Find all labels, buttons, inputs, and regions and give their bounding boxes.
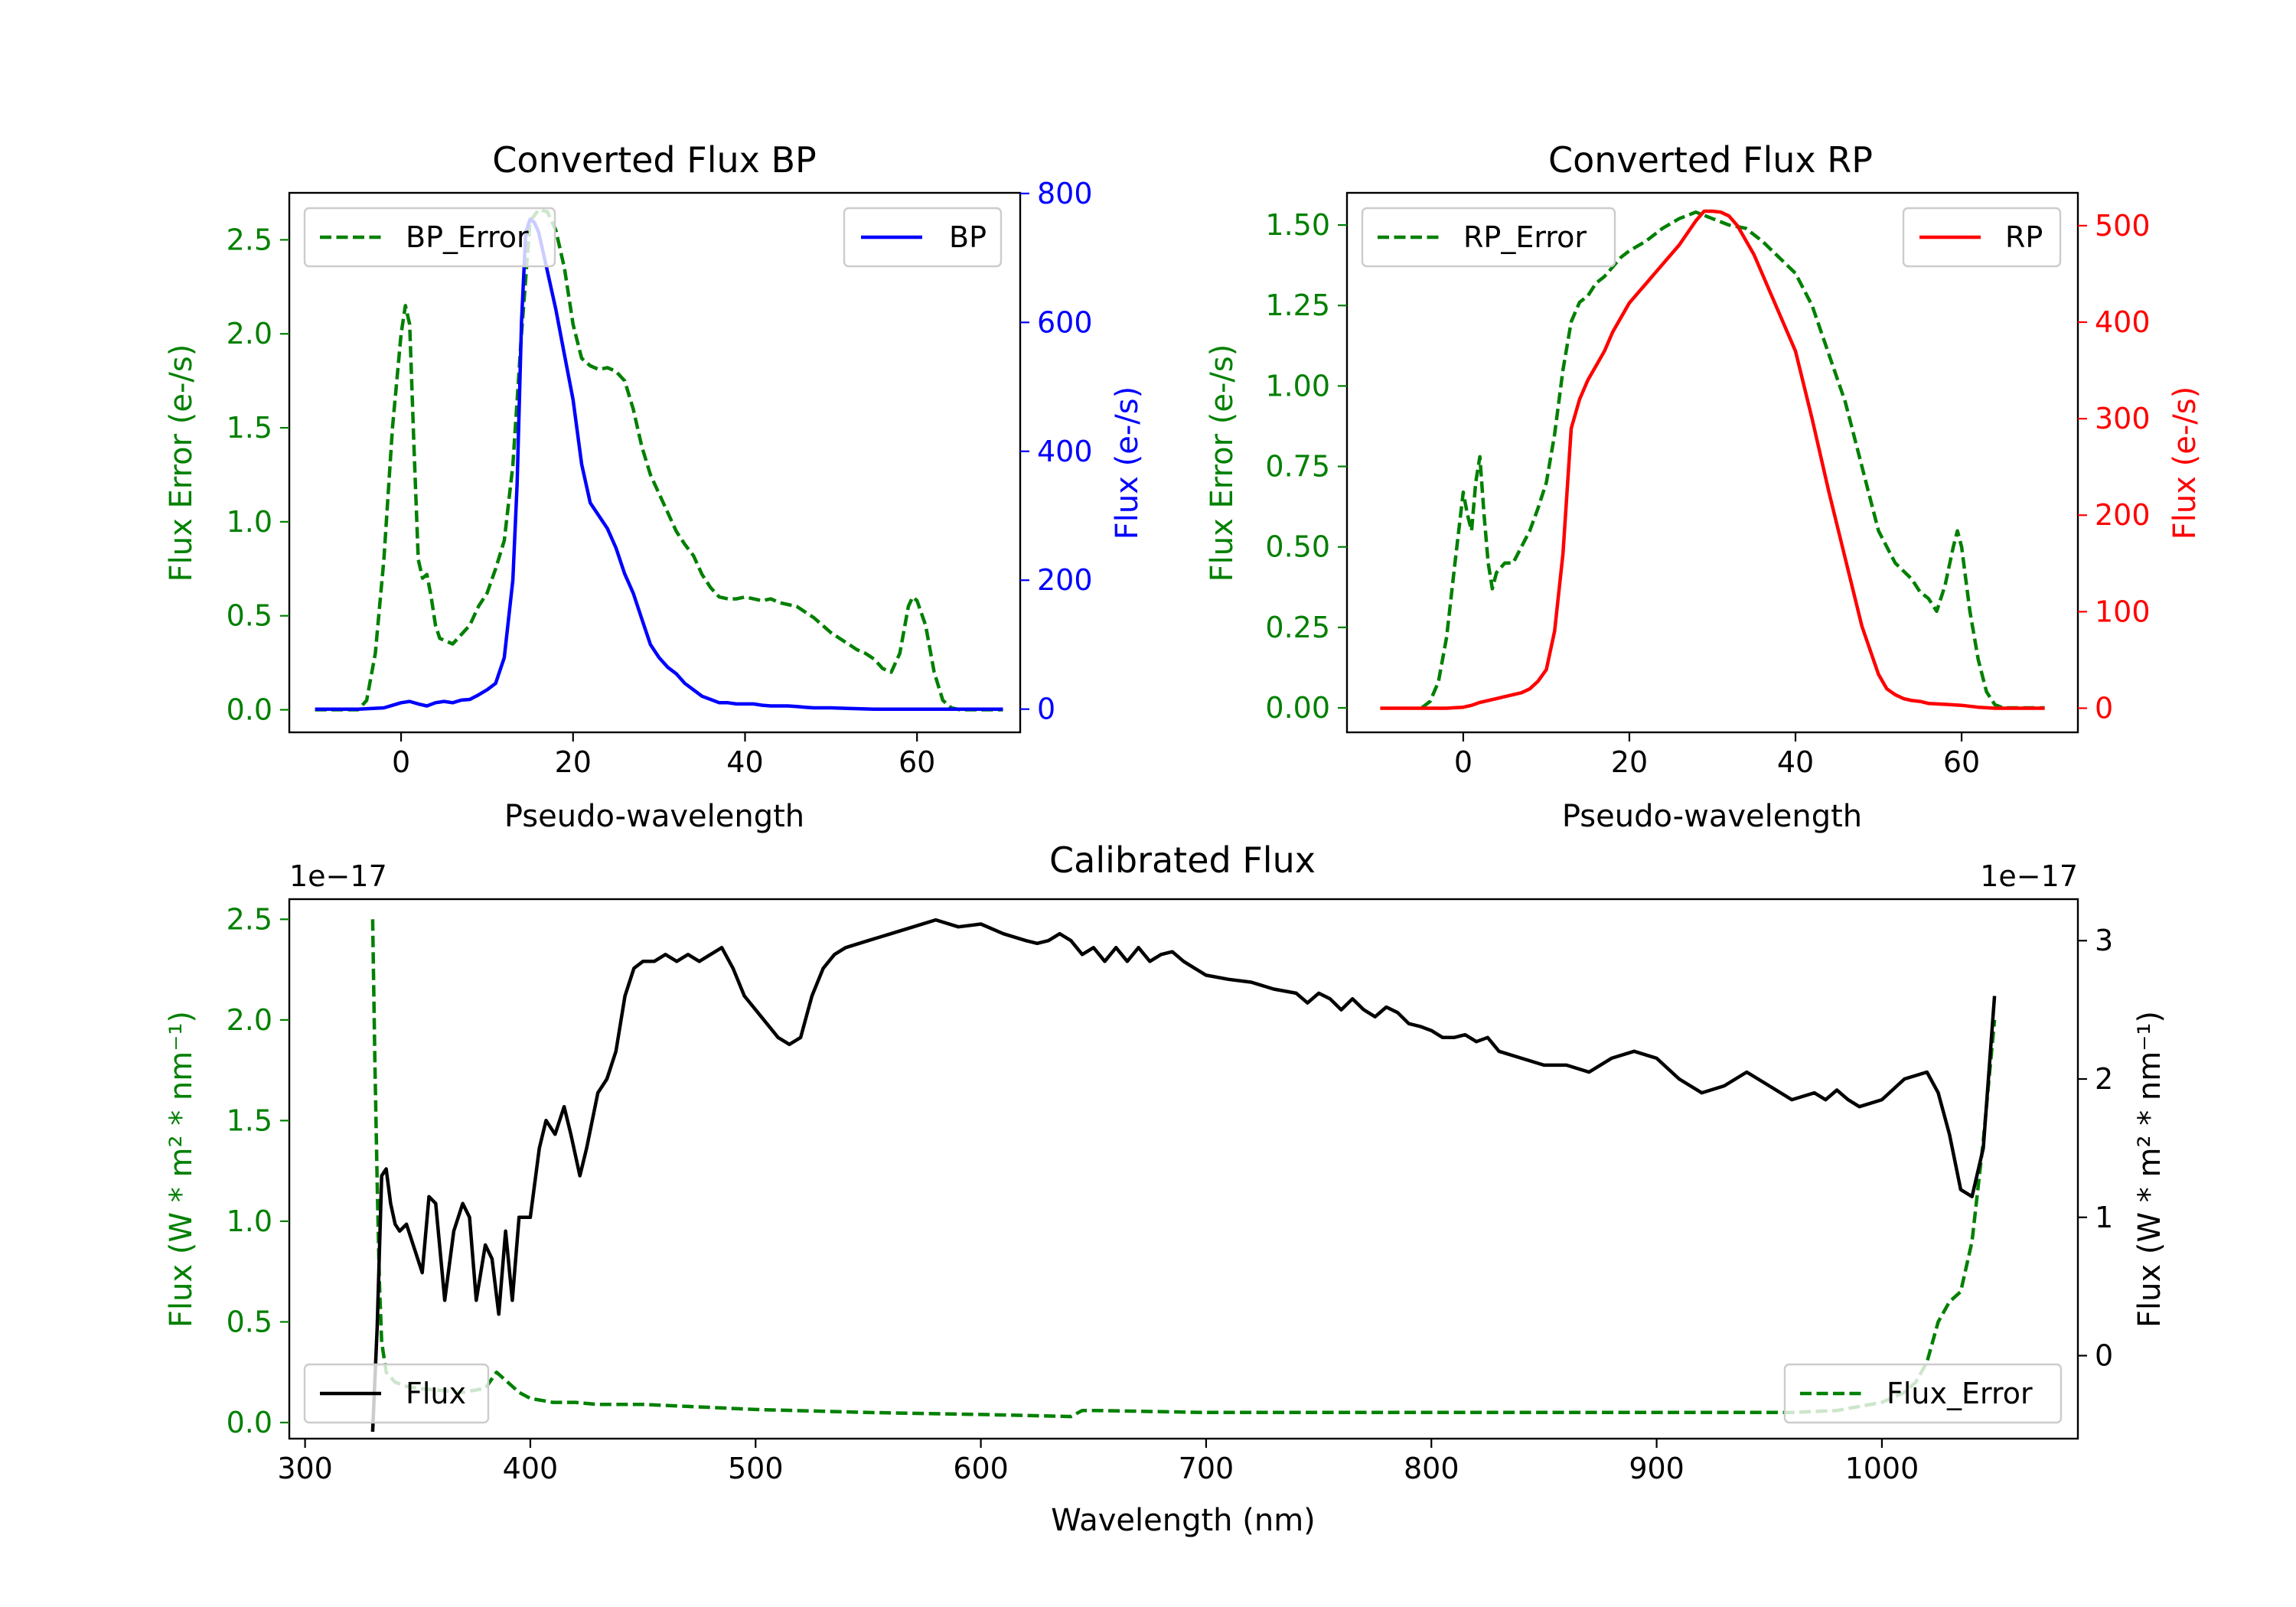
- cal-x-tick-label: 800: [1404, 1452, 1459, 1485]
- bp-right-y-label: Flux (e-/s): [1110, 386, 1145, 539]
- bp-left-tick-label: 1.0: [227, 505, 272, 539]
- cal-series-flux-line: [370, 918, 1997, 1433]
- rp-left-tick-label: 0.00: [1265, 691, 1330, 725]
- cal-legend-flux-label: Flux: [406, 1377, 466, 1410]
- bp-x-ticks: 0 20 40 60: [392, 732, 935, 779]
- bp-title: Converted Flux BP: [492, 139, 817, 181]
- cal-right-offset: 1e−17: [1980, 859, 2078, 893]
- rp-left-tick-label: 1.25: [1265, 288, 1330, 322]
- bp-left-tick-label: 2.0: [227, 317, 272, 350]
- rp-title: Converted Flux RP: [1548, 139, 1873, 181]
- rp-left-tick-label: 0.25: [1265, 611, 1330, 644]
- bp-right-tick-label: 800: [1037, 177, 1093, 210]
- cal-x-tick-label: 900: [1629, 1452, 1684, 1485]
- rp-panel: Converted Flux RP 0 20 40 60 0.000.250.500.…: [1205, 139, 2203, 834]
- bp-left-ticks: 0.0 0.5 1.0 1.5 2.0 2.5: [227, 223, 289, 727]
- cal-title: Calibrated Flux: [1049, 839, 1316, 881]
- cal-left-tick-label: 1.5: [227, 1103, 272, 1137]
- rp-right-tick-label: 100: [2095, 595, 2151, 628]
- cal-left-y-label: Flux (W * m² * nm⁻¹): [164, 1011, 199, 1328]
- rp-left-y-label: Flux Error (e-/s): [1205, 344, 1240, 582]
- rp-x-label: Pseudo-wavelength: [1562, 799, 1862, 834]
- calibrated-panel: Calibrated Flux 1e−17 1e−17 300 400 500 600…: [164, 839, 2167, 1538]
- rp-right-tick-label: 300: [2095, 402, 2151, 435]
- rp-right-tick-label: 400: [2095, 305, 2151, 339]
- cal-right-tick-label: 2: [2095, 1062, 2113, 1096]
- rp-legend-flux: RP: [1902, 207, 2062, 268]
- cal-x-ticks: 300 400 500 600 700 800 900 1000: [277, 1439, 1919, 1485]
- rp-left-tick-label: 0.50: [1265, 530, 1330, 564]
- cal-x-tick-label: 1000: [1845, 1452, 1919, 1485]
- cal-left-tick-label: 2.5: [227, 902, 272, 936]
- bp-plot-area: [315, 207, 1003, 712]
- cal-left-tick-label: 1.0: [227, 1204, 272, 1238]
- cal-x-tick-label: 300: [277, 1452, 333, 1485]
- rp-x-ticks: 0 20 40 60: [1454, 732, 1980, 779]
- bp-x-tick-label: 40: [726, 745, 763, 779]
- cal-x-tick-label: 400: [503, 1452, 559, 1485]
- cal-right-y-label: Flux (W * m² * nm⁻¹): [2132, 1011, 2167, 1328]
- bp-left-y-label: Flux Error (e-/s): [164, 344, 199, 582]
- rp-right-ticks: 0 100 200 300 400 500: [2078, 209, 2151, 725]
- cal-axes-frame: [288, 898, 2079, 1440]
- rp-series-rp-line: [1380, 209, 2045, 710]
- cal-right-tick-label: 1: [2095, 1201, 2113, 1234]
- bp-legend-error: BP_Error: [303, 207, 556, 268]
- cal-left-ticks: 0.0 0.5 1.0 1.5 2.0 2.5: [227, 902, 289, 1439]
- bp-right-tick-label: 400: [1037, 435, 1093, 468]
- rp-left-tick-label: 1.50: [1265, 208, 1330, 242]
- bp-series-bp-error-line: [315, 207, 1003, 712]
- cal-left-tick-label: 0.0: [227, 1406, 272, 1439]
- rp-legend-error: RP_Error: [1361, 207, 1616, 268]
- bp-left-tick-label: 0.5: [227, 599, 272, 633]
- bp-right-tick-label: 0: [1037, 693, 1055, 726]
- cal-left-tick-label: 0.5: [227, 1305, 272, 1338]
- rp-x-tick-label: 20: [1611, 745, 1648, 779]
- bp-x-label: Pseudo-wavelength: [504, 799, 804, 834]
- bp-legend-flux: BP: [843, 207, 1003, 268]
- rp-left-ticks: 0.00 0.25 0.50 0.75 1.00 1.25 1.50: [1265, 208, 1347, 725]
- bp-right-tick-label: 600: [1037, 305, 1093, 339]
- bp-axes-frame: [288, 191, 1022, 734]
- bp-left-tick-label: 1.5: [227, 411, 272, 445]
- cal-legend-flux: Flux: [303, 1363, 490, 1424]
- cal-x-label: Wavelength (nm): [1051, 1503, 1316, 1538]
- rp-right-tick-label: 500: [2095, 209, 2151, 243]
- bp-left-tick-label: 0.0: [227, 693, 272, 727]
- cal-legend-error-label: Flux_Error: [1887, 1377, 2033, 1410]
- rp-x-tick-label: 60: [1943, 745, 1980, 779]
- cal-legend-error: Flux_Error: [1783, 1363, 2063, 1424]
- rp-right-tick-label: 0: [2095, 691, 2113, 725]
- cal-right-ticks: 0 1 2 3: [2078, 924, 2113, 1373]
- cal-right-tick-label: 3: [2095, 924, 2113, 957]
- bp-right-tick-label: 200: [1037, 563, 1093, 597]
- cal-x-tick-label: 500: [728, 1452, 784, 1485]
- bp-x-tick-label: 0: [392, 745, 410, 779]
- rp-x-tick-label: 0: [1454, 745, 1473, 779]
- cal-x-tick-label: 600: [953, 1452, 1009, 1485]
- bp-series-bp-line: [315, 217, 1003, 711]
- bp-legend-flux-label: BP: [949, 220, 987, 254]
- bp-legend-error-label: BP_Error: [406, 220, 529, 254]
- rp-left-tick-label: 0.75: [1265, 450, 1330, 484]
- cal-left-tick-label: 2.0: [227, 1003, 272, 1037]
- bp-x-tick-label: 20: [555, 745, 592, 779]
- rp-left-tick-label: 1.00: [1265, 369, 1330, 403]
- rp-legend-error-label: RP_Error: [1463, 220, 1587, 254]
- bp-left-tick-label: 2.5: [227, 223, 272, 256]
- cal-x-tick-label: 700: [1179, 1452, 1234, 1485]
- rp-x-tick-label: 40: [1777, 745, 1814, 779]
- rp-legend-flux-label: RP: [2005, 220, 2043, 254]
- rp-plot-area: [1380, 209, 2045, 710]
- bp-panel: Converted Flux BP 0 20 40 60 0.0 0.5 1.0 1.5 2.…: [164, 139, 1145, 834]
- cal-left-offset: 1e−17: [289, 859, 387, 893]
- cal-right-tick-label: 0: [2095, 1339, 2113, 1373]
- bp-right-ticks: 0 200 400 600 800: [1020, 177, 1093, 726]
- rp-series-rp-error-line: [1420, 210, 2045, 710]
- rp-right-tick-label: 200: [2095, 498, 2151, 532]
- rp-right-y-label: Flux (e-/s): [2167, 386, 2203, 539]
- rp-axes-frame: [1345, 191, 2079, 734]
- bp-x-tick-label: 60: [899, 745, 935, 779]
